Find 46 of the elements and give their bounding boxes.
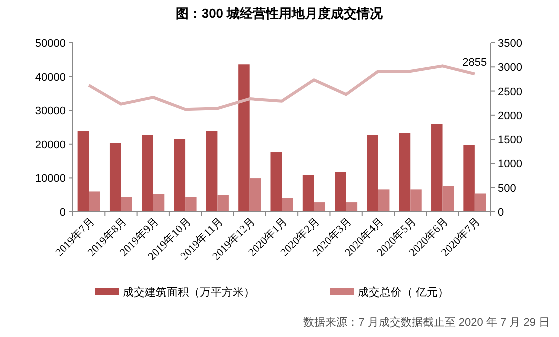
bar [282, 198, 294, 212]
bar [378, 190, 390, 212]
bar [238, 64, 250, 212]
y2-tick-label: 3000 [498, 62, 522, 74]
y-tick-label: 30000 [35, 106, 66, 118]
y-tick-label: 0 [60, 207, 66, 219]
bar [335, 172, 346, 212]
y2-tick-label: 1000 [498, 158, 522, 171]
legend-label: 成交总价（ 亿元） [358, 286, 450, 299]
bar [121, 197, 132, 212]
y2-tick-label: 0 [498, 207, 504, 219]
bar [432, 124, 443, 212]
bar [464, 145, 475, 212]
bar [474, 194, 486, 212]
y-tick-label: 40000 [35, 72, 66, 84]
y-tick-label: 10000 [35, 173, 66, 186]
bar [78, 131, 90, 212]
bar [206, 131, 218, 212]
bar [250, 178, 262, 212]
bar [302, 175, 314, 212]
bar [410, 190, 422, 212]
data-label: 2855 [462, 57, 488, 70]
y2-tick-label: 3500 [498, 38, 522, 50]
legend-label: 成交建筑面积（万平方米） [123, 286, 255, 299]
bar [89, 192, 100, 212]
y2-tick-label: 1500 [498, 134, 522, 147]
bar [142, 135, 154, 212]
bar [399, 133, 411, 212]
bar [110, 143, 122, 212]
bar [218, 195, 229, 212]
y-tick-label: 50000 [35, 38, 66, 50]
bar [314, 202, 326, 212]
bar [174, 139, 186, 212]
source-note: 数据来源：7 月成交数据截止至 2020 年 7 月 29 日 [304, 316, 550, 329]
bar [367, 135, 378, 212]
bar [186, 197, 197, 212]
bar [442, 186, 454, 212]
y-tick-label: 20000 [35, 139, 66, 152]
y2-tick-label: 2500 [498, 86, 522, 98]
line-series [88, 64, 476, 112]
y2-tick-label: 2000 [498, 110, 522, 122]
y2-tick-label: 500 [498, 182, 516, 195]
bar [270, 152, 282, 212]
bar [153, 194, 165, 212]
bar [346, 202, 358, 212]
chart-title: 图：300 城经营性用地月度成交情况 [176, 6, 384, 21]
